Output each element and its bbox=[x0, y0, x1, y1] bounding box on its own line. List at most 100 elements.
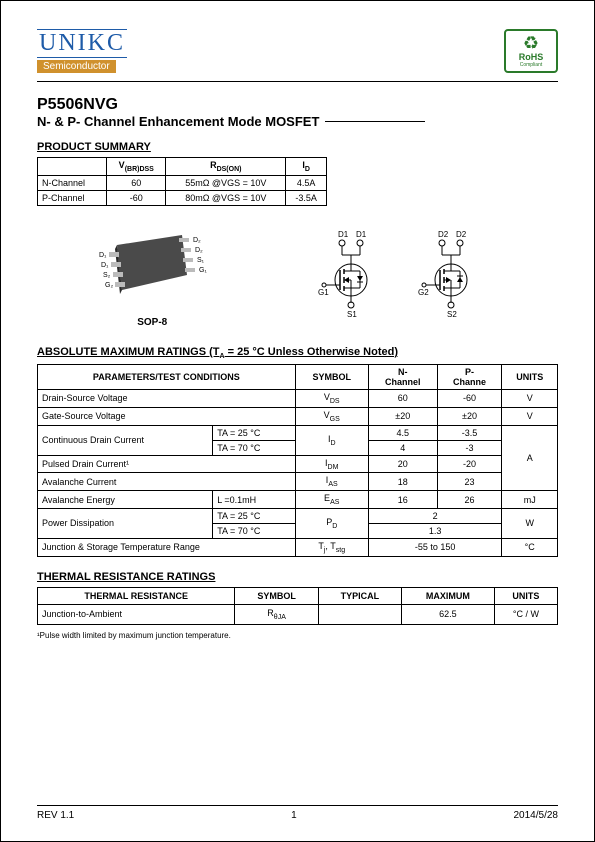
cell: 18 bbox=[368, 473, 437, 491]
cell: PD bbox=[295, 508, 368, 538]
cell: -55 to 150 bbox=[368, 538, 502, 556]
cell: -60 bbox=[107, 190, 166, 205]
cell: -3 bbox=[437, 440, 502, 455]
table-row: PARAMETERS/TEST CONDITIONS SYMBOL N-Chan… bbox=[38, 364, 558, 389]
logo-subtitle: Semiconductor bbox=[37, 60, 116, 73]
svg-text:G₁: G₁ bbox=[199, 267, 207, 274]
table-row: Gate-Source Voltage VGS ±20 ±20 V bbox=[38, 407, 558, 425]
diagram-row: D₁ D₁ S₂ G₂ D₂ D₂ S₁ G₁ SOP-8 D1D1 bbox=[37, 220, 558, 328]
cell bbox=[318, 604, 401, 624]
cell: IAS bbox=[295, 473, 368, 491]
svg-text:D₂: D₂ bbox=[195, 247, 203, 254]
leaf-icon: ♻ bbox=[523, 34, 539, 52]
svg-text:S1: S1 bbox=[347, 310, 357, 319]
cell: Avalanche Energy bbox=[38, 491, 213, 509]
table-row: Pulsed Drain Current¹ IDM 20 -20 bbox=[38, 455, 558, 473]
header: UNIKC Semiconductor ♻ RoHS Compliant bbox=[37, 29, 558, 73]
cell: -60 bbox=[437, 389, 502, 407]
svg-text:S₁: S₁ bbox=[197, 257, 205, 264]
cell: Junction & Storage Temperature Range bbox=[38, 538, 296, 556]
cell: A bbox=[502, 425, 558, 491]
rohs-label: RoHS bbox=[519, 52, 544, 62]
subtitle-row: N- & P- Channel Enhancement Mode MOSFET bbox=[37, 114, 558, 129]
package-label: SOP-8 bbox=[87, 317, 217, 328]
cell: Tj, Tstg bbox=[295, 538, 368, 556]
col-header: UNITS bbox=[494, 587, 557, 604]
row-label: P-Channel bbox=[38, 190, 107, 205]
cell: 4.5 bbox=[368, 425, 437, 440]
cell: EAS bbox=[295, 491, 368, 509]
cell: -20 bbox=[437, 455, 502, 473]
col-header: THERMAL RESISTANCE bbox=[38, 587, 235, 604]
cell: TA = 25 °C bbox=[213, 508, 295, 523]
col-header: RDS(ON) bbox=[166, 158, 286, 176]
svg-text:G2: G2 bbox=[418, 288, 429, 297]
cell: TA = 25 °C bbox=[213, 425, 295, 440]
rohs-sub: Compliant bbox=[520, 62, 543, 68]
table-row: N-Channel 60 55mΩ @VGS = 10V 4.5A bbox=[38, 175, 327, 190]
svg-text:D₁: D₁ bbox=[99, 252, 107, 259]
footnote: ¹Pulse width limited by maximum junction… bbox=[37, 631, 558, 640]
cell: 2 bbox=[368, 508, 502, 523]
svg-text:G1: G1 bbox=[318, 288, 329, 297]
subtitle-underline bbox=[325, 121, 425, 122]
cell: L =0.1mH bbox=[213, 491, 295, 509]
cell: VGS bbox=[295, 407, 368, 425]
col-header: N-Channel bbox=[368, 364, 437, 389]
cell: 4 bbox=[368, 440, 437, 455]
cell: 1.3 bbox=[368, 523, 502, 538]
cell: 20 bbox=[368, 455, 437, 473]
footer-date: 2014/5/28 bbox=[514, 810, 559, 821]
row-label: N-Channel bbox=[38, 175, 107, 190]
cell: V bbox=[502, 389, 558, 407]
cell: Pulsed Drain Current¹ bbox=[38, 455, 296, 473]
cell: 16 bbox=[368, 491, 437, 509]
subtitle: N- & P- Channel Enhancement Mode MOSFET bbox=[37, 114, 319, 129]
cell: VDS bbox=[295, 389, 368, 407]
table-row: THERMAL RESISTANCE SYMBOL TYPICAL MAXIMU… bbox=[38, 587, 558, 604]
cell: V bbox=[502, 407, 558, 425]
product-summary-table: V(BR)DSS RDS(ON) ID N-Channel 60 55mΩ @V… bbox=[37, 157, 327, 206]
cell: -3.5 bbox=[437, 425, 502, 440]
cell: Drain-Source Voltage bbox=[38, 389, 296, 407]
package-diagram: D₁ D₁ S₂ G₂ D₂ D₂ S₁ G₁ SOP-8 bbox=[87, 220, 217, 328]
cell: 60 bbox=[107, 175, 166, 190]
cell: TA = 70 °C bbox=[213, 440, 295, 455]
table-row: Continuous Drain Current TA = 25 °C ID 4… bbox=[38, 425, 558, 440]
ratings-table: PARAMETERS/TEST CONDITIONS SYMBOL N-Chan… bbox=[37, 364, 558, 557]
cell: ±20 bbox=[437, 407, 502, 425]
table-row: Avalanche Current IAS 18 23 bbox=[38, 473, 558, 491]
product-summary-heading: PRODUCT SUMMARY bbox=[37, 141, 558, 153]
footer-rev: REV 1.1 bbox=[37, 810, 74, 821]
cell: 62.5 bbox=[401, 604, 494, 624]
cell: IDM bbox=[295, 455, 368, 473]
footer: REV 1.1 1 2014/5/28 bbox=[37, 805, 558, 821]
cell: ±20 bbox=[368, 407, 437, 425]
thermal-table: THERMAL RESISTANCE SYMBOL TYPICAL MAXIMU… bbox=[37, 587, 558, 625]
cell: Avalanche Current bbox=[38, 473, 296, 491]
cell: °C bbox=[502, 538, 558, 556]
cell: -3.5A bbox=[286, 190, 327, 205]
svg-text:D₂: D₂ bbox=[193, 237, 201, 244]
cell: 4.5A bbox=[286, 175, 327, 190]
header-divider bbox=[37, 81, 558, 82]
svg-text:D₁: D₁ bbox=[101, 262, 109, 269]
cell: 23 bbox=[437, 473, 502, 491]
cell: Junction-to-Ambient bbox=[38, 604, 235, 624]
cell: 55mΩ @VGS = 10V bbox=[166, 175, 286, 190]
footer-page: 1 bbox=[291, 810, 297, 821]
svg-text:D2: D2 bbox=[456, 230, 467, 239]
cell: TA = 70 °C bbox=[213, 523, 295, 538]
logo: UNIKC Semiconductor bbox=[37, 29, 127, 73]
cell: RθJA bbox=[235, 604, 318, 624]
ratings-heading: ABSOLUTE MAXIMUM RATINGS (TA = 25 °C Unl… bbox=[37, 346, 558, 360]
cell: Continuous Drain Current bbox=[38, 425, 213, 455]
svg-text:S2: S2 bbox=[447, 310, 457, 319]
col-header: PARAMETERS/TEST CONDITIONS bbox=[38, 364, 296, 389]
svg-text:G₂: G₂ bbox=[105, 282, 113, 289]
schematic-diagram: D1D1 G1 S1 D2D2 bbox=[318, 225, 508, 328]
cell: 80mΩ @VGS = 10V bbox=[166, 190, 286, 205]
svg-text:D1: D1 bbox=[356, 230, 367, 239]
col-header: V(BR)DSS bbox=[107, 158, 166, 176]
thermal-heading: THERMAL RESISTANCE RATINGS bbox=[37, 571, 558, 583]
